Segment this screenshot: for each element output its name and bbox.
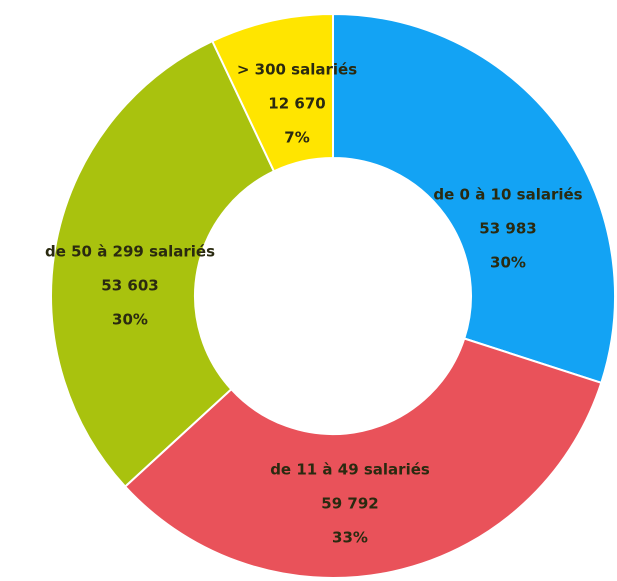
slice <box>50 39 276 488</box>
slice <box>332 12 616 385</box>
slice-label: de 0 à 10 salariés <box>433 186 582 204</box>
value-label: 59 792 <box>321 495 378 513</box>
percent-label: 30% <box>490 254 526 272</box>
percent-label: 7% <box>284 129 309 147</box>
slice <box>211 12 334 173</box>
percent-label: 30% <box>112 311 148 329</box>
percent-label: 33% <box>332 529 368 547</box>
slice-label: de 50 à 299 salariés <box>45 243 215 261</box>
value-label: 53 983 <box>479 220 536 238</box>
slice <box>123 337 603 579</box>
slice-label: de 11 à 49 salariés <box>270 461 430 479</box>
value-label: 12 670 <box>268 95 325 113</box>
value-label: 53 603 <box>101 277 158 295</box>
slice-label: > 300 salariés <box>237 61 357 79</box>
